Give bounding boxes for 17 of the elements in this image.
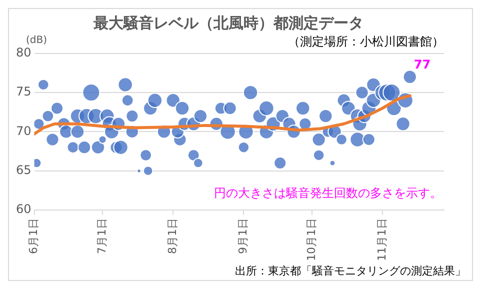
x-tick-label: 11月1日 bbox=[375, 218, 388, 262]
y-tick-label: 65 bbox=[16, 162, 32, 177]
x-tick-label: 9月1日 bbox=[236, 218, 250, 254]
y-tick-label: 80 bbox=[16, 46, 32, 60]
text: 出所：東京都「騒音モニタリングの測定結果」 bbox=[235, 264, 466, 278]
annotation: 円の大きさは騒音発生回数の多さを示す。 bbox=[214, 186, 442, 200]
x-tick-label: 7月1日 bbox=[95, 218, 108, 254]
y-tick-label: 70 bbox=[16, 124, 32, 138]
y-tick-label: 75 bbox=[16, 84, 32, 99]
chart-subtitle: （測定場所：小松川図書館） bbox=[288, 34, 444, 48]
chart-title: 最大騒音レベル（北風時）都測定データ bbox=[92, 14, 364, 32]
data-label: 77 bbox=[414, 57, 431, 72]
y-axis-title: (dB) bbox=[26, 34, 48, 46]
y-tick-label: 60 bbox=[16, 202, 32, 216]
x-tick-label: 6月1日 bbox=[27, 218, 40, 254]
x-tick-label: 10月1日 bbox=[304, 218, 318, 262]
x-tick-label: 8月1日 bbox=[166, 218, 179, 254]
